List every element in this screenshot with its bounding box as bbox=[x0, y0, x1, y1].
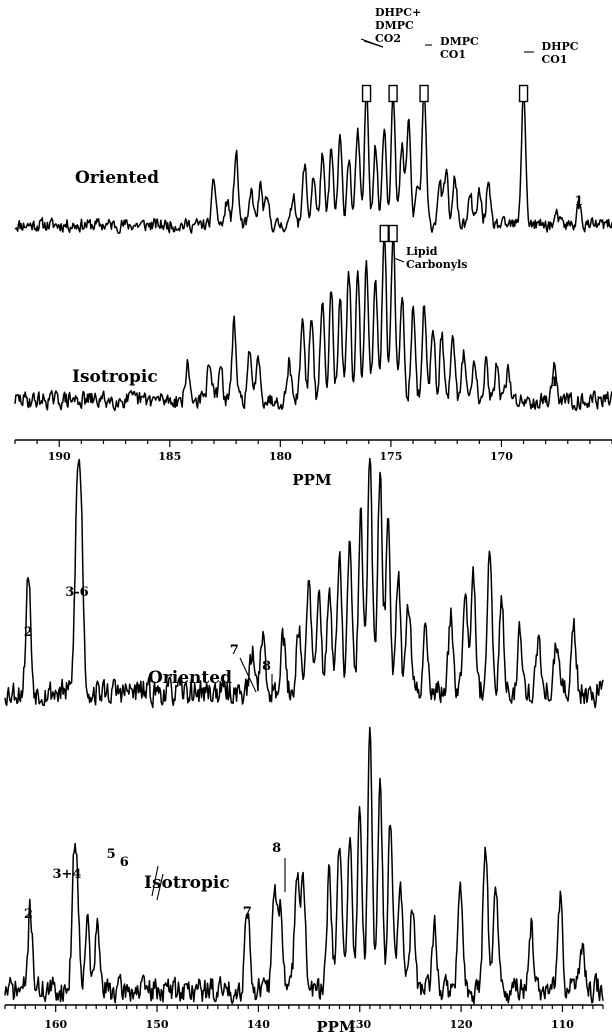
peak-annotation-label: 2 bbox=[24, 907, 33, 922]
aromatic-x-ticks: 160 150 140 130 120 110 bbox=[4, 1005, 604, 1031]
peak-annotation-label: 1 bbox=[574, 194, 583, 209]
aromatic-oriented-trace bbox=[4, 457, 604, 709]
aromatic-oriented-spectrum: Oriented 2 3-6 7 8 bbox=[4, 457, 604, 709]
peak-annotation-label: 3-6 bbox=[65, 585, 89, 600]
x-tick-label: 110 bbox=[551, 1018, 574, 1031]
off-scale-peak-marker bbox=[388, 224, 398, 243]
peak-annotation-label: DHPC+ bbox=[375, 6, 421, 19]
peak-annotation-label: 3+4 bbox=[52, 867, 81, 882]
annotation-leader-line bbox=[360, 38, 384, 48]
x-tick-label: 175 bbox=[379, 450, 402, 463]
carbonyl-isotropic-series-label: Isotropic bbox=[72, 367, 158, 387]
x-tick-label: 120 bbox=[450, 1018, 473, 1031]
annotation-leader-line bbox=[156, 873, 164, 901]
off-scale-peak-marker bbox=[518, 84, 529, 103]
carbonyl-x-ticks: 190 185 180 175 170 bbox=[14, 440, 612, 463]
x-tick-label: 130 bbox=[348, 1018, 371, 1031]
annotation-leader-line bbox=[393, 257, 405, 263]
aromatic-isotropic-trace bbox=[4, 726, 604, 1005]
peak-annotation-label: Lipid bbox=[406, 245, 438, 258]
x-tick-label: 140 bbox=[247, 1018, 270, 1031]
peak-annotation-label: CO1 bbox=[440, 48, 466, 61]
x-tick-label: 190 bbox=[48, 450, 71, 463]
peak-annotation-label: 7 bbox=[230, 643, 239, 658]
carbonyl-x-axis-title: PPM bbox=[292, 471, 331, 489]
x-tick-label: 170 bbox=[490, 450, 513, 463]
peak-annotation-label: 8 bbox=[272, 841, 281, 856]
peak-annotation-label: 8 bbox=[262, 659, 271, 674]
x-tick-label: 180 bbox=[269, 450, 292, 463]
off-scale-peak-marker bbox=[379, 224, 389, 243]
peak-annotation-label: 6 bbox=[120, 855, 129, 870]
aromatic-x-axis-title: PPM bbox=[316, 1018, 355, 1035]
peak-annotation-label: DHPC bbox=[542, 40, 579, 53]
peak-annotation-label: 7 bbox=[243, 905, 252, 920]
off-scale-peak-marker bbox=[361, 84, 372, 103]
peak-annotation-label: 5 bbox=[107, 847, 116, 862]
x-tick-label: 160 bbox=[44, 1018, 67, 1031]
x-tick-label: 150 bbox=[146, 1018, 169, 1031]
aromatic-isotropic-spectrum: Isotropic 2 3+4 56 7 8 bbox=[4, 726, 604, 1005]
aromatic-isotropic-series-label: Isotropic bbox=[144, 873, 230, 893]
carbonyl-oriented-series-label: Oriented bbox=[75, 168, 159, 188]
x-tick-label: 185 bbox=[158, 450, 181, 463]
peak-annotation-label: 2 bbox=[24, 625, 33, 640]
carbonyl-oriented-trace bbox=[14, 85, 612, 234]
peak-annotation-label: CO1 bbox=[542, 53, 568, 66]
peak-annotation-label: Carbonyls bbox=[406, 258, 467, 271]
aromatic-panel: Oriented 2 3-6 7 8 Isotropic 2 3+4 56 7 8 160 15… bbox=[4, 457, 604, 1035]
peak-annotation-label: 1 bbox=[550, 375, 559, 390]
peak-annotation-label: CO2 bbox=[375, 32, 401, 45]
carbonyl-isotropic-trace bbox=[14, 232, 612, 412]
aromatic-oriented-series-label: Oriented bbox=[148, 668, 232, 688]
off-scale-peak-marker bbox=[419, 84, 429, 103]
annotation-leader-line bbox=[239, 657, 257, 693]
peak-annotation-label: DMPC bbox=[375, 19, 414, 32]
annotation-leader-line bbox=[151, 865, 159, 897]
off-scale-peak-marker bbox=[388, 84, 398, 103]
peak-annotation-label: DMPC bbox=[440, 35, 479, 48]
